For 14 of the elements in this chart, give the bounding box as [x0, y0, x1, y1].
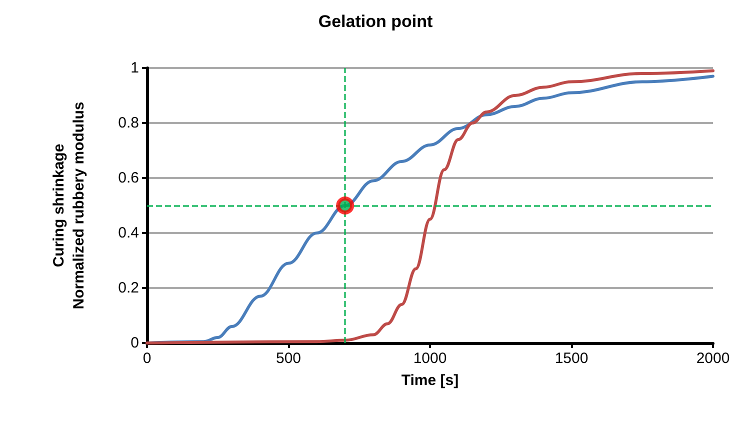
x-tick-label: 1000 [413, 350, 447, 367]
y-tick-label: 0.4 [118, 224, 139, 242]
x-tick-label: 2000 [696, 350, 730, 367]
y-axis-title: Curing shrinkage Normalized rubbery modulus [50, 102, 88, 310]
y-tick-label: 0.6 [118, 170, 139, 186]
y-tick-label: 0 [130, 334, 139, 352]
y-tick-label: 1 [130, 60, 139, 76]
x-tick-label: 1500 [554, 350, 588, 367]
x-tick-label: 500 [276, 350, 302, 367]
y-tick-label: 0.2 [118, 280, 139, 296]
x-axis-title: Time [s] [401, 372, 459, 389]
y-tick-label: 0.8 [118, 114, 139, 132]
chart-title: Gelation point [318, 12, 433, 31]
x-tick-label: 0 [142, 350, 152, 367]
